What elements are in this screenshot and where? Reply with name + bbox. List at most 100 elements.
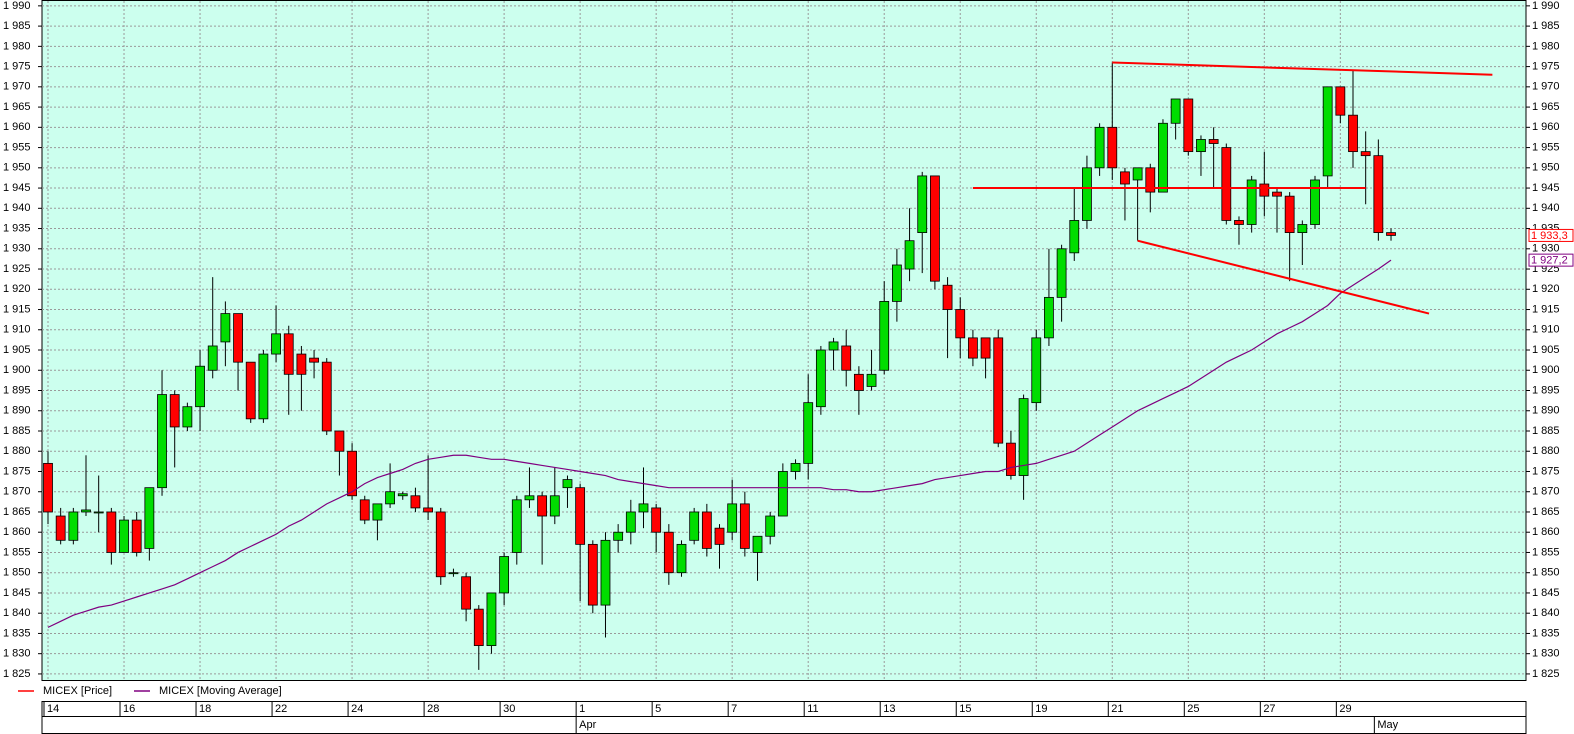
x-axis-box <box>41 701 1527 734</box>
x-tick-label: 21 <box>1111 703 1123 715</box>
candle-body <box>397 493 408 497</box>
y-tick-label: 1 865 <box>3 506 31 518</box>
y-tick-label: 1 965 <box>3 101 31 113</box>
trendline <box>1137 239 1430 315</box>
y-tick-label: 1 970 <box>3 81 31 93</box>
candle-body <box>486 592 497 646</box>
x-month-label: May <box>1377 719 1398 731</box>
candle-body <box>537 495 548 517</box>
trendline <box>1112 61 1493 76</box>
candle-body <box>1069 220 1080 254</box>
candle-body <box>473 608 484 646</box>
y-tick-label: 1 870 <box>3 486 31 498</box>
y-tick-label: 1 840 <box>3 607 31 619</box>
y-tick-label: 1 835 <box>3 627 31 639</box>
candle-body <box>930 175 940 282</box>
plot-area <box>41 0 1527 681</box>
candle-body <box>1221 147 1232 221</box>
candle-body <box>790 462 801 472</box>
x-tick-label: 25 <box>1187 703 1199 715</box>
candle-body <box>410 495 421 509</box>
y2-tick-label: 1 920 <box>1532 283 1560 295</box>
y-tick-label: 1 925 <box>3 263 31 275</box>
candle-body <box>1132 167 1143 181</box>
y2-tick-label: 1 980 <box>1532 40 1560 52</box>
y-tick-label: 1 975 <box>3 60 31 72</box>
candle-body <box>372 503 383 521</box>
candle-body <box>917 175 928 233</box>
candle-body <box>1094 126 1105 169</box>
x-tick-label: 30 <box>503 703 515 715</box>
x-tick-label: 13 <box>883 703 895 715</box>
y-tick-label: 1 880 <box>3 445 31 457</box>
y2-tick-label: 1 905 <box>1532 344 1560 356</box>
y2-tick-label: 1 970 <box>1532 81 1560 93</box>
y2-tick-label: 1 840 <box>1532 607 1560 619</box>
candle-body <box>1196 139 1206 153</box>
y-tick-label: 1 830 <box>3 648 31 660</box>
x-tick-label: 18 <box>199 703 211 715</box>
y-tick-label: 1 915 <box>3 303 31 315</box>
candle-body <box>1234 220 1244 225</box>
candle-body <box>613 531 624 541</box>
candle-body <box>511 499 522 553</box>
y2-tick-label: 1 880 <box>1532 445 1560 457</box>
candle-body <box>258 353 269 420</box>
y-tick-label: 1 945 <box>3 182 31 194</box>
last-value-label: 1 927,2 <box>1531 255 1568 267</box>
last-value-box <box>1528 253 1574 267</box>
y-tick-label: 1 960 <box>3 121 31 133</box>
candle-body <box>1082 167 1092 221</box>
candle-body <box>1284 195 1295 233</box>
y2-tick-label: 1 965 <box>1532 101 1560 113</box>
candle-body <box>993 337 1004 444</box>
candle-body <box>347 450 357 497</box>
y-tick-label: 1 860 <box>3 526 31 538</box>
y-tick-label: 1 955 <box>3 141 31 153</box>
y2-tick-label: 1 945 <box>1532 182 1560 194</box>
x-tick-label: 5 <box>655 703 661 715</box>
y-tick-label: 1 930 <box>3 243 31 255</box>
candle-body <box>828 341 839 351</box>
candle-body <box>68 511 79 541</box>
y2-tick-label: 1 835 <box>1532 627 1560 639</box>
y2-tick-label: 1 825 <box>1532 668 1560 680</box>
candle-body <box>600 539 611 606</box>
moving-average-line <box>47 259 1392 628</box>
candle-body <box>676 543 687 574</box>
candle-body <box>777 471 788 517</box>
candle-body <box>1183 98 1194 153</box>
candle-body <box>43 462 53 513</box>
y2-tick-label: 1 955 <box>1532 141 1560 153</box>
y2-tick-label: 1 870 <box>1532 486 1560 498</box>
candle-body <box>663 531 674 574</box>
y2-tick-label: 1 830 <box>1532 648 1560 660</box>
candle-body <box>549 495 560 517</box>
y2-tick-label: 1 845 <box>1532 587 1560 599</box>
y2-tick-label: 1 850 <box>1532 567 1560 579</box>
candle-body <box>106 511 117 553</box>
y-tick-label: 1 850 <box>3 567 31 579</box>
y2-tick-label: 1 855 <box>1532 546 1560 558</box>
candle-body <box>423 507 434 513</box>
candle-body <box>651 507 662 533</box>
candle-body <box>1322 86 1333 177</box>
candle-body <box>169 394 180 428</box>
x-tick-label: 11 <box>807 703 818 715</box>
y-tick-label: 1 885 <box>3 425 31 437</box>
candle-body <box>968 337 978 359</box>
y-tick-label: 1 825 <box>3 668 31 680</box>
y-tick-label: 1 985 <box>3 20 31 32</box>
candle-body <box>752 535 763 553</box>
y-tick-label: 1 905 <box>3 344 31 356</box>
candle-body <box>1018 398 1029 476</box>
x-tick-label: 15 <box>959 703 971 715</box>
y2-tick-label: 1 985 <box>1532 20 1560 32</box>
candle-body <box>866 373 877 387</box>
candle-body <box>904 240 915 270</box>
candle-body <box>625 511 636 533</box>
candle-body <box>195 365 205 408</box>
candle-body <box>524 495 535 501</box>
legend-label: MICEX [Price] <box>43 685 112 697</box>
